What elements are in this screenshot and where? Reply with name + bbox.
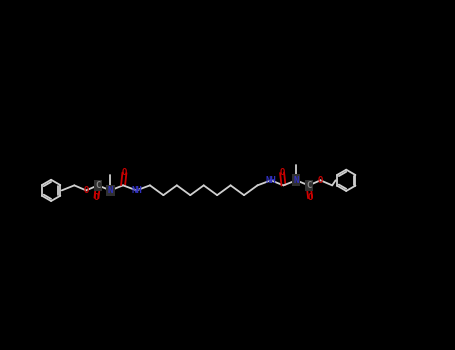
- Text: O: O: [279, 168, 285, 177]
- Text: O: O: [308, 194, 313, 202]
- Text: N: N: [293, 176, 299, 185]
- Text: O: O: [318, 176, 323, 185]
- Text: NH: NH: [266, 176, 276, 185]
- Text: C: C: [95, 181, 101, 190]
- Text: O: O: [94, 194, 99, 202]
- Text: C: C: [306, 181, 311, 190]
- Text: N: N: [108, 186, 113, 195]
- Text: NH: NH: [131, 186, 142, 195]
- Text: O: O: [83, 186, 89, 195]
- Text: O: O: [122, 168, 127, 177]
